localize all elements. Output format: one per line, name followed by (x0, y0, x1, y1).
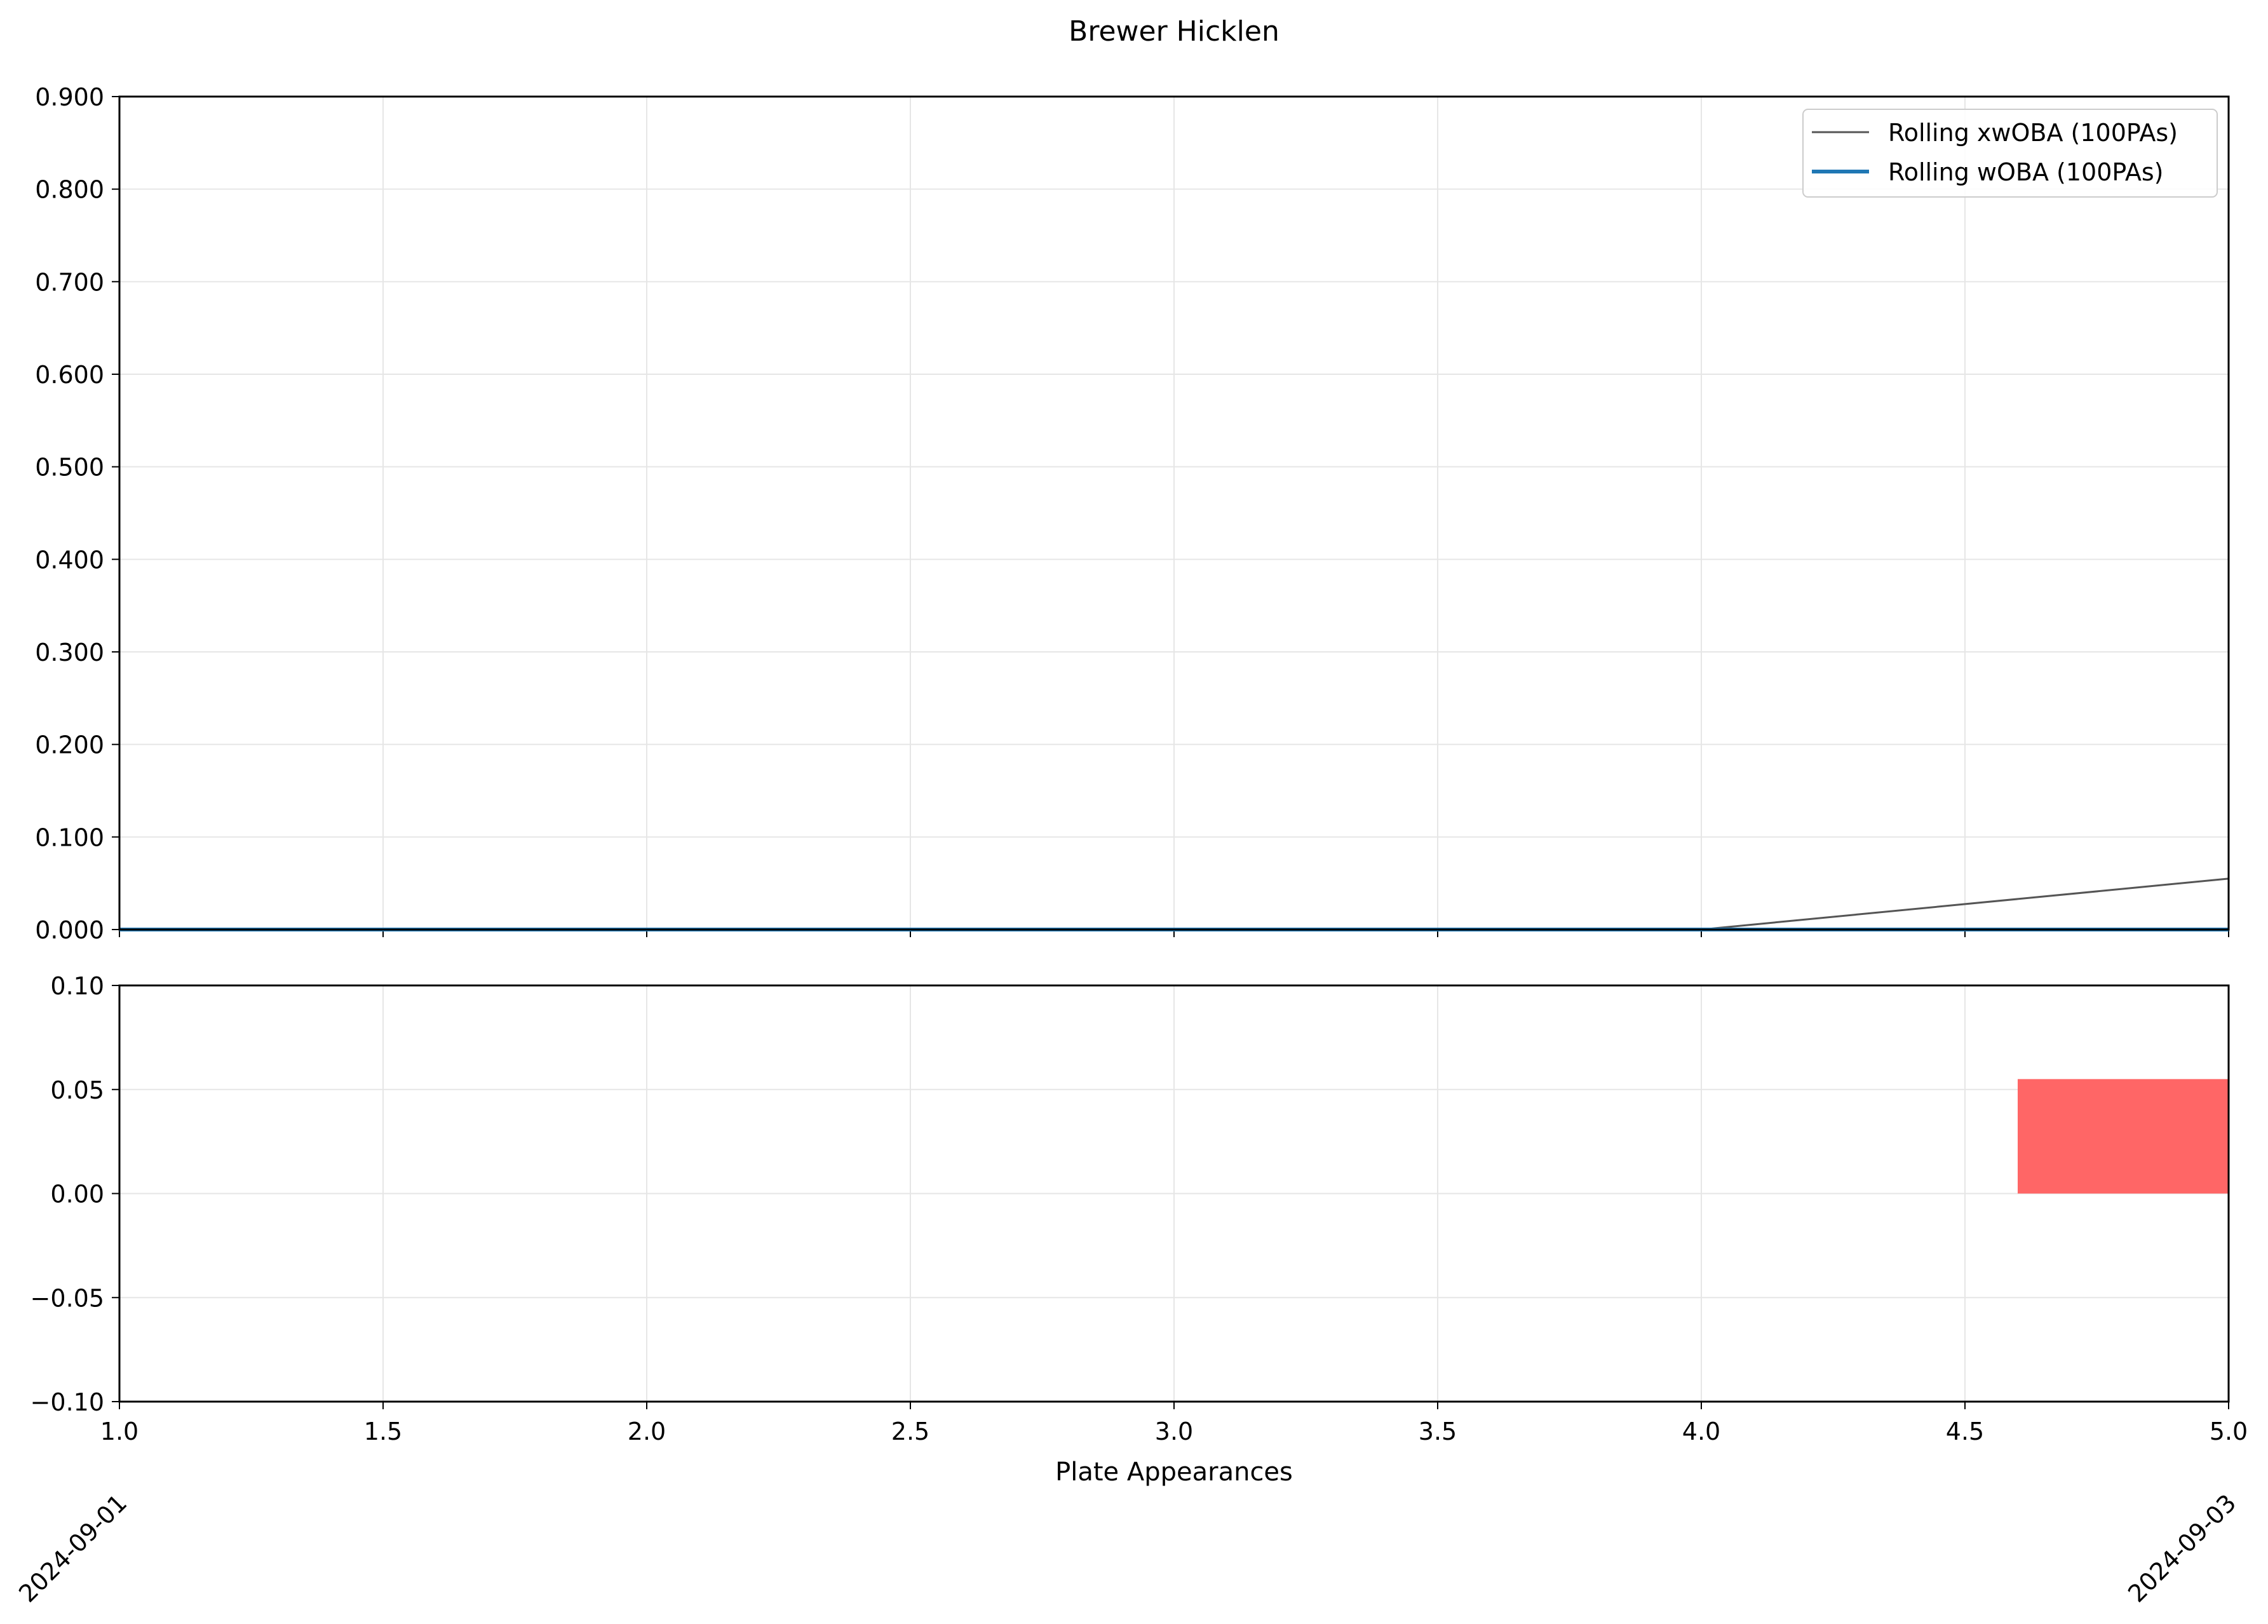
bottom-y-tick-label: 0.05 (50, 1076, 104, 1104)
top-y-tick-label: 0.600 (35, 361, 104, 389)
x-tick-label: 3.0 (1155, 1418, 1193, 1445)
top-y-tick-label: 0.400 (35, 546, 104, 574)
bottom-y-tick-label: 0.00 (50, 1181, 104, 1208)
x-tick-label: 4.0 (1682, 1418, 1720, 1445)
top-y-tick-label: 0.300 (35, 639, 104, 667)
x-tick-label: 3.5 (1419, 1418, 1457, 1445)
x-tick-label: 2.0 (628, 1418, 666, 1445)
x-tick-label: 5.0 (2210, 1418, 2248, 1445)
legend-box (1802, 109, 2218, 198)
top-y-tick-label: 0.100 (35, 823, 104, 851)
x-tick-label: 2.5 (891, 1418, 929, 1445)
top-y-tick-label: 0.500 (35, 454, 104, 482)
x-tick-label: 4.5 (1946, 1418, 1984, 1445)
date-label: 2024-09-03 (2123, 1489, 2241, 1607)
bar (2018, 1079, 2229, 1194)
top-y-tick-label: 0.000 (35, 916, 104, 944)
x-tick-label: 1.5 (364, 1418, 402, 1445)
top-y-tick-label: 0.800 (35, 176, 104, 204)
bottom-y-tick-label: 0.10 (50, 972, 104, 1000)
x-axis-label: Plate Appearances (1055, 1458, 1293, 1487)
top-plot-frame (118, 95, 2230, 931)
legend-label: Rolling xwOBA (100PAs) (1888, 119, 2178, 147)
top-y-tick-label: 0.700 (35, 268, 104, 296)
date-label: 2024-09-01 (13, 1489, 132, 1607)
bottom-y-tick-label: −0.10 (30, 1388, 104, 1416)
x-tick-label: 1.0 (100, 1418, 138, 1445)
chart-title: Brewer Hicklen (1069, 15, 1279, 48)
top-y-tick-label: 0.900 (35, 83, 104, 111)
top-y-tick-label: 0.200 (35, 731, 104, 759)
bottom-y-tick-label: −0.05 (30, 1284, 104, 1312)
legend-label: Rolling wOBA (100PAs) (1888, 158, 2164, 186)
